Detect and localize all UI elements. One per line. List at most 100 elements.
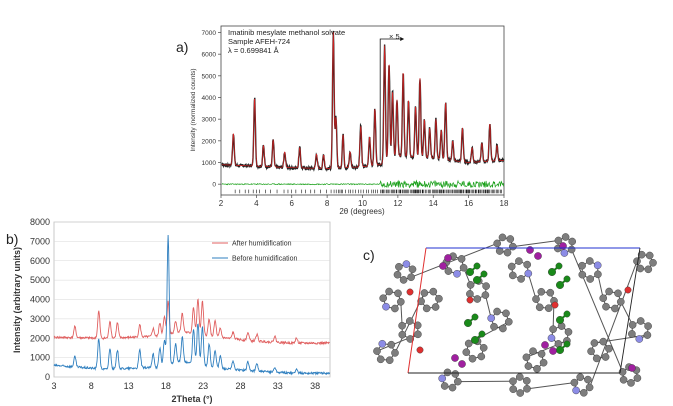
atom <box>537 287 546 296</box>
atom <box>506 235 515 243</box>
panel-b-y-tick-label: 3000 <box>30 314 50 324</box>
panel-b-y-tick-label: 5000 <box>30 275 50 285</box>
atom <box>585 383 594 392</box>
atom <box>480 270 488 278</box>
atom <box>440 382 449 390</box>
atom <box>507 262 516 271</box>
atom <box>508 242 517 251</box>
atom <box>627 379 635 387</box>
atom <box>416 346 424 354</box>
atom <box>458 360 466 368</box>
panel-a-y-tick-label: 1000 <box>202 160 217 167</box>
atom <box>473 295 482 303</box>
atom <box>438 374 447 383</box>
atom <box>572 386 580 395</box>
panel-b-x-tick-label: 8 <box>89 381 94 391</box>
bond <box>597 274 604 299</box>
atom <box>628 330 636 338</box>
atom <box>546 288 555 297</box>
atom <box>593 261 602 270</box>
bond <box>589 261 638 388</box>
panel-a-annotation-sample: Sample AFEH-724 <box>228 37 290 46</box>
panel-a-annotation-wavelength: λ = 0.699841 Å <box>228 46 279 55</box>
panel-b-x-tick-label: 18 <box>161 381 171 391</box>
atom <box>586 257 594 265</box>
atom <box>464 339 473 348</box>
atom <box>563 340 571 348</box>
atom <box>551 301 559 309</box>
atom <box>382 302 390 311</box>
panel-a-x-tick-label: 16 <box>464 199 473 208</box>
atom <box>413 321 422 330</box>
atom <box>508 271 517 280</box>
atom <box>556 281 565 290</box>
panel-a-y-tick-label: 0 <box>212 182 216 189</box>
atom <box>611 304 619 313</box>
panel-b-y-tick-label: 6000 <box>30 256 50 266</box>
atom <box>617 297 625 306</box>
panel-c-label: c) <box>363 247 375 263</box>
atom <box>599 294 608 303</box>
bond <box>400 301 403 326</box>
atom <box>391 304 399 313</box>
atom <box>448 383 457 392</box>
atom <box>563 275 571 283</box>
panel-a-reflection-ticks <box>234 189 502 194</box>
atom <box>503 248 512 257</box>
atom <box>599 337 608 346</box>
panel-a-y-tick-label: 5000 <box>202 73 217 80</box>
panel-a-x-tick-label: 18 <box>500 199 509 208</box>
panel-b-series-after <box>53 298 330 346</box>
atom <box>495 247 504 255</box>
atom <box>479 343 488 352</box>
atom <box>570 378 579 387</box>
atom <box>544 304 553 313</box>
atom <box>624 286 632 294</box>
atom <box>439 262 447 270</box>
atom <box>406 335 415 343</box>
atom <box>633 374 642 382</box>
atom <box>578 270 587 279</box>
atom <box>391 349 399 357</box>
atom <box>586 275 595 283</box>
panel-a-zoom-arrowhead <box>400 37 405 41</box>
atom <box>584 375 592 384</box>
panel-b-series-before <box>53 234 331 376</box>
atom <box>393 270 402 279</box>
panel-a-x-tick-label: 8 <box>325 199 330 208</box>
bond <box>527 273 537 300</box>
atom <box>522 353 531 362</box>
atom <box>407 273 415 282</box>
atom <box>444 267 453 275</box>
atom <box>453 269 461 278</box>
panel-a-y-tick-label: 2000 <box>202 138 217 145</box>
atom <box>529 347 537 356</box>
atom <box>396 297 405 306</box>
unit-cell-edge-right <box>619 247 641 374</box>
atom <box>466 268 475 277</box>
bond <box>526 382 575 390</box>
panel-a-y-tick-label: 6000 <box>202 52 217 59</box>
panel-b-y-tick-label: 2000 <box>30 333 50 343</box>
atom <box>420 289 429 297</box>
atom <box>605 287 613 296</box>
atom <box>457 255 466 263</box>
atom <box>473 262 481 270</box>
atom <box>453 377 462 386</box>
atom <box>549 325 557 334</box>
atom <box>466 290 474 298</box>
panel-b-x-tick-label: 13 <box>124 381 134 391</box>
atom <box>493 239 502 248</box>
panel-a-annotation-title: Imatinib mesylate methanol solvate <box>228 28 345 37</box>
atom <box>614 289 622 298</box>
panel-b-y-tick-label: 7000 <box>30 236 50 246</box>
atom <box>526 246 534 254</box>
bond <box>410 242 498 278</box>
atom <box>385 356 394 365</box>
panel-a-x-tick-label: 10 <box>358 199 367 208</box>
atom <box>578 261 586 270</box>
atom <box>561 233 570 241</box>
atom <box>547 334 556 342</box>
atom <box>590 339 599 347</box>
atom <box>555 262 563 270</box>
